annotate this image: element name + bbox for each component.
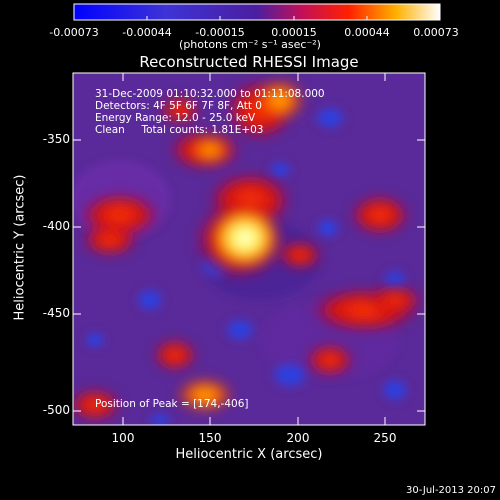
y-tick-label: -400 (42, 219, 70, 233)
colorbar-tick-label: -0.00073 (49, 26, 99, 39)
colorbar-tick-label: -0.00044 (122, 26, 172, 39)
colorbar-tick-label: 0.00073 (413, 26, 459, 39)
detectors: Detectors: 4F 5F 6F 7F 8F, Att 0 (95, 100, 262, 112)
colorbar-units: (photons cm⁻² s⁻¹ asec⁻²) (179, 38, 321, 51)
colorbar (74, 4, 440, 20)
y-tick-label: -350 (42, 132, 70, 146)
x-tick-label: 100 (111, 431, 135, 445)
colorbar-tick-label: 0.00015 (271, 26, 317, 39)
y-tick-label: -450 (42, 306, 70, 320)
x-axis-title: Heliocentric X (arcsec) (175, 447, 323, 462)
axis-ticks (73, 73, 425, 425)
x-tick-label: 200 (286, 431, 310, 445)
x-tick-label: 250 (373, 431, 397, 445)
y-axis-title: Heliocentric Y (arcsec) (12, 174, 28, 321)
rhessi-image (73, 73, 425, 425)
clean-total-counts: Clean Total counts: 1.81E+03 (95, 124, 264, 136)
colorbar-tick-label: -0.00015 (195, 26, 245, 39)
peak-position: Position of Peak = [174,-406] (95, 398, 249, 410)
footer-date: 30-Jul-2013 20:07 (405, 485, 496, 496)
energy-range: Energy Range: 12.0 - 25.0 keV (95, 112, 256, 124)
y-tick-label: -500 (42, 403, 70, 417)
time-range: 31-Dec-2009 01:10:32.000 to 01:11:08.000 (95, 88, 325, 100)
colorbar-frame (73, 3, 441, 21)
image-frame (72, 72, 426, 426)
colorbar-ticks (73, 16, 441, 20)
image-title: Reconstructed RHESSI Image (139, 53, 359, 71)
colorbar-tick-label: 0.00044 (344, 26, 390, 39)
x-tick-label: 150 (198, 431, 222, 445)
